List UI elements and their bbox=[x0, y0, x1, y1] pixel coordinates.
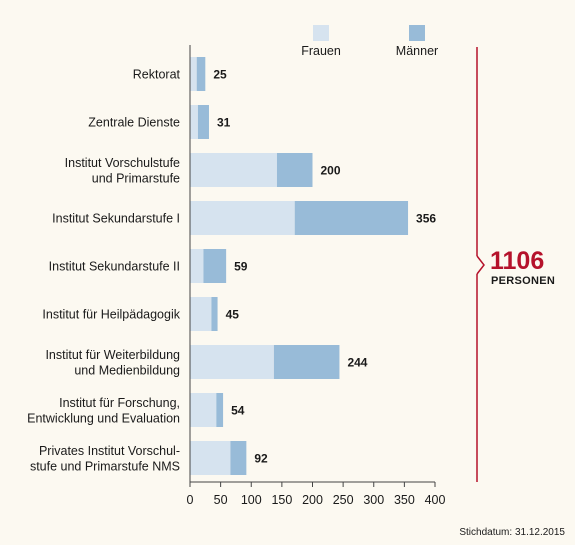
bar-frauen-5 bbox=[190, 297, 212, 331]
category-label-line: Institut Vorschulstufe bbox=[65, 156, 180, 170]
value-label-8: 92 bbox=[254, 452, 268, 466]
value-label-4: 59 bbox=[234, 260, 248, 274]
bar-maenner-7 bbox=[216, 393, 224, 427]
x-tick-label-4: 200 bbox=[302, 493, 323, 507]
legend-label-1: Männer bbox=[396, 44, 438, 58]
x-tick-label-1: 50 bbox=[214, 493, 228, 507]
category-label-line: stufe und Primarstufe NMS bbox=[30, 459, 180, 473]
x-axis: 0 50 100 150 200 250 300 350 400 bbox=[187, 45, 446, 507]
category-label-4: Institut Sekundarstufe II bbox=[49, 260, 180, 274]
bars bbox=[190, 57, 409, 475]
category-label-line: und Medienbildung bbox=[74, 363, 180, 377]
x-tick-label-3: 150 bbox=[271, 493, 292, 507]
category-label-line: Institut für Forschung, bbox=[59, 396, 180, 410]
x-tick-label-2: 100 bbox=[241, 493, 262, 507]
bar-maenner-6 bbox=[273, 345, 340, 379]
category-label-line: Zentrale Dienste bbox=[88, 116, 180, 130]
category-label-line: Institut Sekundarstufe II bbox=[49, 260, 180, 274]
x-tick-label-7: 350 bbox=[394, 493, 415, 507]
bar-maenner-1 bbox=[197, 105, 209, 139]
bar-frauen-6 bbox=[190, 345, 274, 379]
category-label-6: Institut für Weiterbildung und Medienbild… bbox=[45, 348, 180, 378]
value-label-3: 356 bbox=[416, 212, 436, 226]
bar-frauen-0 bbox=[190, 57, 197, 91]
category-label-line: und Primarstufe bbox=[92, 171, 180, 185]
legend-swatch-0 bbox=[313, 25, 329, 41]
bar-frauen-7 bbox=[190, 393, 217, 427]
category-label-8: Privates Institut Vorschul-stufe und Pri… bbox=[30, 444, 180, 474]
bar-frauen-3 bbox=[190, 201, 295, 235]
value-label-7: 54 bbox=[231, 404, 245, 418]
value-label-6: 244 bbox=[347, 356, 367, 370]
category-label-1: Zentrale Dienste bbox=[88, 116, 180, 130]
bar-frauen-8 bbox=[190, 441, 231, 475]
value-labels: 25 31 200 356 59 45 244 54 92 bbox=[213, 68, 436, 466]
total-value: 1106 bbox=[490, 247, 544, 275]
bar-maenner-4 bbox=[203, 249, 227, 283]
category-label-2: Institut Vorschulstufe und Primarstufe bbox=[65, 156, 180, 186]
bar-maenner-8 bbox=[230, 441, 247, 475]
x-tick-label-6: 300 bbox=[363, 493, 384, 507]
bar-maenner-5 bbox=[211, 297, 218, 331]
bar-maenner-3 bbox=[294, 201, 409, 235]
x-tick-label-0: 0 bbox=[187, 493, 194, 507]
value-label-0: 25 bbox=[213, 68, 227, 82]
legend: Frauen Männer bbox=[301, 25, 438, 58]
category-label-line: Institut Sekundarstufe I bbox=[52, 212, 180, 226]
category-label-5: Institut für Heilpädagogik bbox=[42, 308, 180, 322]
x-tick-label-8: 400 bbox=[425, 493, 446, 507]
category-label-line: Privates Institut Vorschul- bbox=[39, 444, 180, 458]
category-label-0: Rektorat bbox=[133, 68, 181, 82]
category-label-3: Institut Sekundarstufe I bbox=[52, 212, 180, 226]
category-label-line: Entwicklung und Evaluation bbox=[27, 411, 180, 425]
value-label-2: 200 bbox=[321, 164, 341, 178]
x-tick-label-5: 250 bbox=[333, 493, 354, 507]
category-label-line: Institut für Heilpädagogik bbox=[42, 308, 180, 322]
bar-maenner-0 bbox=[196, 57, 206, 91]
bar-frauen-2 bbox=[190, 153, 277, 187]
value-label-5: 45 bbox=[226, 308, 240, 322]
total-label: PERSONEN bbox=[491, 275, 555, 287]
category-labels: Rektorat Zentrale Dienste Institut Vorschu… bbox=[27, 68, 181, 474]
bar-frauen-4 bbox=[190, 249, 204, 283]
category-label-line: Rektorat bbox=[133, 68, 181, 82]
category-label-line: Institut für Weiterbildung bbox=[45, 348, 180, 362]
bar-frauen-1 bbox=[190, 105, 198, 139]
legend-label-0: Frauen bbox=[301, 44, 341, 58]
legend-swatch-1 bbox=[409, 25, 425, 41]
footnote: Stichdatum: 31.12.2015 bbox=[459, 527, 565, 538]
bar-maenner-2 bbox=[276, 153, 313, 187]
value-label-1: 31 bbox=[217, 116, 231, 130]
bracket-notch bbox=[476, 255, 485, 275]
category-label-7: Institut für Forschung, Entwicklung und E… bbox=[27, 396, 180, 426]
